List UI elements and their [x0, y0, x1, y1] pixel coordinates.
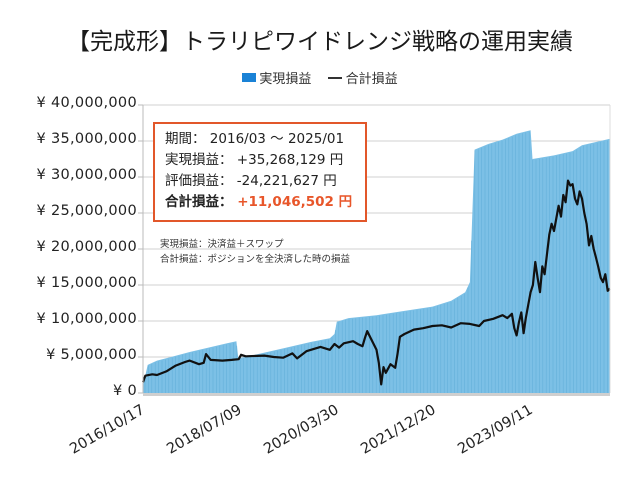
- y-tick-label: ¥ 35,000,000: [36, 131, 137, 147]
- legend-swatch-realized: [242, 73, 257, 82]
- realized-bars: [143, 130, 610, 396]
- realized-value: +35,268,129 円: [236, 152, 344, 168]
- y-tick-label: ¥ 20,000,000: [36, 239, 137, 255]
- period-value: 2016/03 〜 2025/01: [209, 131, 345, 147]
- legend-line-total: [327, 76, 342, 79]
- y-tick-label: ¥ 15,000,000: [36, 275, 137, 291]
- y-tick-label: ¥ 30,000,000: [36, 167, 137, 183]
- y-tick-label: ¥ 25,000,000: [36, 203, 137, 219]
- plot-frame: [142, 105, 611, 393]
- chart-legend: 実現損益 合計損益: [0, 68, 640, 87]
- realized-label: 実現損益：: [165, 152, 233, 168]
- legend-label-total: 合計損益: [345, 72, 398, 87]
- y-tick-label: ¥ 5,000,000: [46, 347, 137, 363]
- period-label: 期間：: [165, 131, 206, 147]
- y-tick-label: ¥ 40,000,000: [36, 95, 137, 111]
- unrealized-value: -24,221,627 円: [236, 173, 337, 189]
- total-row: 合計損益： +11,046,502 円: [165, 192, 355, 213]
- unrealized-label: 評価損益：: [165, 173, 233, 189]
- total-line: [141, 179, 611, 386]
- summary-box: 期間： 2016/03 〜 2025/01 実現損益： +35,268,129 …: [153, 122, 367, 222]
- total-label: 合計損益：: [165, 194, 233, 210]
- legend-label-realized: 実現損益: [259, 72, 312, 87]
- realized-row: 実現損益： +35,268,129 円: [165, 150, 355, 171]
- y-tick-label: ¥ 10,000,000: [36, 311, 137, 327]
- y-tick-label: ¥ 0: [113, 383, 137, 399]
- period-row: 期間： 2016/03 〜 2025/01: [165, 129, 355, 150]
- unrealized-row: 評価損益： -24,221,627 円: [165, 171, 355, 192]
- chart-title: 【完成形】トラリピワイドレンジ戦略の運用実績: [67, 29, 573, 55]
- total-value: +11,046,502 円: [237, 194, 353, 210]
- note-realized: 実現損益：決済益＋スワップ: [160, 239, 284, 250]
- note-total: 合計損益：ポジションを全決済した時の損益: [160, 254, 351, 265]
